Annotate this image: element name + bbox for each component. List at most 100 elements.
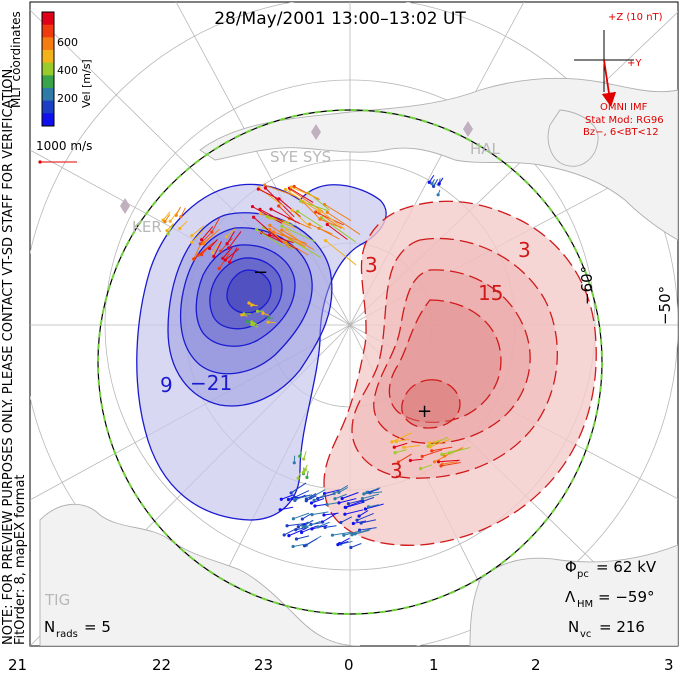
velocity-vector — [256, 229, 283, 247]
velocity-vector — [297, 210, 323, 228]
velocity-vector — [258, 188, 282, 201]
velocity-vector — [290, 186, 319, 199]
velocity-vector-origin — [437, 182, 441, 186]
velocity-vector — [301, 525, 317, 533]
velocity-vector — [410, 458, 423, 461]
velocity-vector — [252, 206, 283, 224]
velocity-vector-origin — [300, 517, 304, 521]
scale-vector-origin — [38, 160, 42, 164]
velocity-vector — [191, 225, 205, 237]
velocity-vector-origin — [224, 235, 229, 239]
velocity-vector-origin — [304, 499, 308, 503]
velocity-vector — [191, 229, 204, 243]
velocity-vector-origin — [332, 491, 336, 496]
velocity-vector-origin — [349, 545, 353, 550]
velocity-vector — [225, 248, 240, 261]
velocity-vector-origin — [316, 496, 320, 501]
velocity-vector — [343, 530, 361, 536]
velocity-vector — [359, 527, 377, 531]
velocity-vector — [318, 227, 340, 240]
velocity-vector-origin — [360, 496, 365, 501]
stat-nvc-symbol: N — [568, 618, 579, 636]
velocity-vector-origin — [393, 451, 397, 455]
velocity-vector-origin — [287, 534, 291, 538]
velocity-vector-origin — [250, 323, 254, 327]
velocity-vector-origin — [280, 228, 284, 232]
velocity-vector — [281, 234, 306, 247]
velocity-vector-origin — [166, 232, 170, 236]
velocity-vector — [209, 239, 218, 249]
potential-cells — [136, 183, 597, 546]
colorbar-cell — [42, 113, 54, 127]
page-title: 28/May/2001 13:00–13:02 UT — [214, 9, 466, 29]
velocity-vector-origin — [402, 445, 406, 449]
velocity-vector-origin — [221, 256, 225, 260]
mlt-tick-3: 3 — [664, 656, 674, 674]
velocity-vector — [302, 201, 322, 221]
colorbar-tick-600: 600 — [57, 36, 78, 49]
velocity-vector-origin — [300, 530, 304, 535]
velocity-vector — [201, 244, 211, 255]
velocity-vector-origin — [268, 227, 272, 231]
velocity-vector — [269, 234, 294, 244]
velocity-vector — [226, 228, 236, 238]
velocity-vector-origin — [258, 212, 262, 216]
velocity-vector-origin — [217, 266, 221, 271]
velocity-vector — [353, 520, 367, 524]
velocity-vector-origin — [296, 476, 300, 480]
velocity-vector-origin — [296, 209, 300, 213]
velocity-vector-origin — [198, 242, 202, 246]
velocity-vector-origin — [318, 217, 322, 221]
velocity-vector — [315, 211, 344, 226]
velocity-vector-origin — [250, 303, 254, 307]
velocity-vector-origin — [227, 246, 231, 250]
velocity-vector-origin — [436, 193, 440, 197]
velocity-vector-origin — [304, 525, 308, 529]
station-label-sye-sys: SYE SYS — [270, 148, 331, 166]
velocity-vector-origin — [261, 311, 265, 315]
velocity-vector — [345, 499, 365, 508]
velocity-vector-origin — [428, 445, 432, 449]
velocity-vector — [394, 442, 408, 448]
velocity-vector-origin — [210, 230, 214, 234]
velocity-vector — [368, 504, 379, 508]
velocity-vector — [290, 482, 307, 494]
colorbar-axis-label: Vel [m/s] — [80, 59, 93, 108]
station-marker-hal — [463, 121, 473, 137]
stat-lambda-symbol: Λ — [565, 588, 576, 606]
velocity-vector-origin — [301, 525, 305, 529]
velocity-vector — [324, 204, 352, 221]
velocity-vector-origin — [316, 525, 320, 529]
velocity-vector-origin — [289, 185, 293, 189]
velocity-vector — [338, 487, 349, 493]
velocity-vector — [290, 189, 324, 213]
velocity-vector-origin — [165, 229, 169, 233]
velocity-vector-origin — [250, 320, 254, 324]
imf-z-label: +Z (10 nT) — [608, 12, 663, 23]
velocity-vector-origin — [312, 498, 316, 502]
velocity-vector — [323, 512, 339, 516]
fit-order-label: FitOrder: 8, mapEX format — [13, 474, 28, 645]
imf-y-label: +Y — [627, 58, 642, 69]
velocity-vector-origin — [336, 542, 340, 547]
velocity-vector-origin — [283, 187, 288, 192]
velocity-vector-origin — [247, 301, 251, 305]
velocity-vector-origin — [427, 441, 432, 445]
velocity-vector — [261, 232, 298, 250]
velocity-vector — [265, 187, 295, 218]
map-layers — [30, 2, 678, 646]
velocity-vector-origin — [267, 233, 272, 237]
velocity-vector-origin — [265, 215, 269, 219]
velocity-vector — [352, 529, 370, 536]
velocity-vector — [260, 213, 290, 224]
velocity-vector-origin — [279, 497, 283, 501]
velocity-vector — [286, 523, 306, 527]
velocity-vector-origin — [439, 464, 443, 468]
velocity-vector — [326, 224, 348, 240]
velocity-vector — [270, 208, 301, 225]
imf-condition: Bz−, 6<BT<12 — [583, 127, 659, 138]
velocity-vector-origin — [323, 239, 328, 243]
velocity-vector-origin — [266, 316, 270, 320]
station-label-hal: HAL — [470, 140, 501, 158]
velocity-vector — [356, 512, 374, 521]
